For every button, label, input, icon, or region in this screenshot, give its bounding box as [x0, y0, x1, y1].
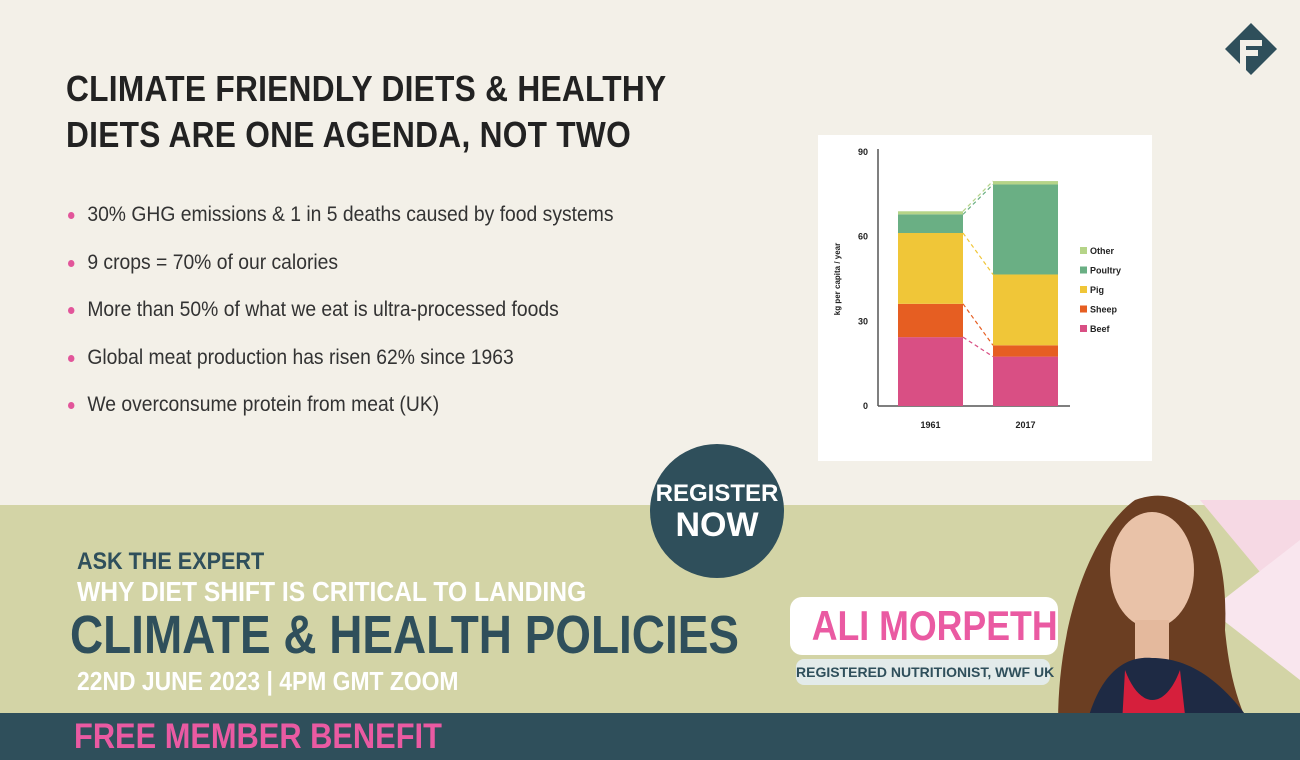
bullet-text: Global meat production has risen 62% sin…	[87, 345, 514, 369]
event-headline: CLIMATE & HEALTH POLICIES	[70, 605, 739, 665]
chart-svg: 0 30 60 90 kg per capita / year 1961 2017 Other…	[833, 147, 1121, 430]
list-item: 9 crops = 70% of our calories	[68, 251, 614, 299]
y-axis-label: kg per capita / year	[833, 243, 842, 315]
event-subtitle: WHY DIET SHIFT IS CRITICAL TO LANDING	[77, 576, 587, 607]
bullet-list: 30% GHG emissions & 1 in 5 deaths caused…	[68, 203, 661, 441]
bullet-icon	[68, 307, 75, 314]
bullet-text: 9 crops = 70% of our calories	[87, 250, 339, 274]
page-title: CLIMATE FRIENDLY DIETS & HEALTHY DIETS A…	[66, 66, 666, 158]
bar-sheep-1961	[898, 303, 963, 338]
bullet-text: 30% GHG emissions & 1 in 5 deaths caused…	[87, 203, 614, 226]
legend-label: Poultry	[1090, 266, 1121, 276]
connector-poultry	[962, 184, 994, 215]
speaker-role: REGISTERED NUTRITIONIST, WWF UK	[796, 659, 1054, 685]
legend-swatch-beef	[1080, 325, 1087, 332]
bar-other-2017	[993, 181, 1058, 185]
register-now-button[interactable]: REGISTER NOW	[650, 444, 784, 578]
y-tick-label: 0	[863, 401, 868, 411]
y-tick-label: 90	[858, 147, 868, 157]
y-tick-label: 60	[858, 232, 868, 242]
bullet-text: We overconsume protein from meat (UK)	[87, 393, 440, 416]
speaker-name-text: ALI MORPETH	[811, 602, 1058, 649]
register-label: REGISTER	[655, 480, 779, 507]
legend-swatch-other	[1080, 247, 1087, 254]
legend-label: Sheep	[1090, 305, 1118, 315]
bullet-icon	[68, 212, 75, 219]
bullet-icon	[68, 354, 75, 362]
bar-poultry-1961	[898, 214, 963, 233]
event-date: 22ND JUNE 2023 | 4PM GMT ZOOM	[77, 666, 459, 696]
legend-label: Other	[1090, 246, 1115, 256]
x-tick-label: 1961	[920, 420, 940, 430]
bar-beef-2017	[993, 356, 1058, 406]
bullet-icon	[68, 402, 75, 409]
title-line: DIETS ARE ONE AGENDA, NOT TWO	[66, 114, 632, 155]
legend-swatch-sheep	[1080, 305, 1087, 313]
connector-other	[962, 180, 994, 212]
bar-other-1961	[898, 211, 963, 215]
connector-beef	[962, 336, 994, 358]
bar-poultry-2017	[993, 184, 1058, 275]
bullet-icon	[68, 259, 75, 267]
legend-label: Pig	[1090, 285, 1104, 295]
footer-text: FREE MEMBER BENEFIT	[74, 717, 442, 756]
event-kicker: ASK THE EXPERT	[77, 548, 265, 575]
connector-sheep	[962, 303, 994, 346]
bar-pig-1961	[898, 232, 963, 304]
y-tick-label: 30	[858, 316, 868, 326]
bar-beef-1961	[898, 337, 963, 406]
meat-consumption-chart: 0 30 60 90 kg per capita / year 1961 2017 Other…	[818, 135, 1152, 461]
legend-swatch-pig	[1080, 286, 1087, 293]
register-label-now: NOW	[675, 506, 759, 544]
bar-sheep-2017	[993, 345, 1058, 357]
legend-swatch-poultry	[1080, 266, 1087, 274]
list-item: 30% GHG emissions & 1 in 5 deaths caused…	[68, 203, 614, 251]
brand-logo-icon	[1225, 23, 1277, 75]
footer-bar: FREE MEMBER BENEFIT	[0, 713, 1300, 760]
speaker-name: ALI MORPETH	[790, 597, 1058, 655]
x-tick-label: 2017	[1015, 420, 1035, 430]
list-item: Global meat production has risen 62% sin…	[68, 346, 614, 394]
title-line: CLIMATE FRIENDLY DIETS & HEALTHY	[66, 68, 667, 109]
connector-pig	[962, 232, 994, 275]
list-item: More than 50% of what we eat is ultra-pr…	[68, 298, 614, 346]
bar-pig-2017	[993, 274, 1058, 346]
bullet-text: More than 50% of what we eat is ultra-pr…	[87, 298, 559, 321]
list-item: We overconsume protein from meat (UK)	[68, 393, 614, 441]
legend-label: Beef	[1090, 324, 1111, 334]
